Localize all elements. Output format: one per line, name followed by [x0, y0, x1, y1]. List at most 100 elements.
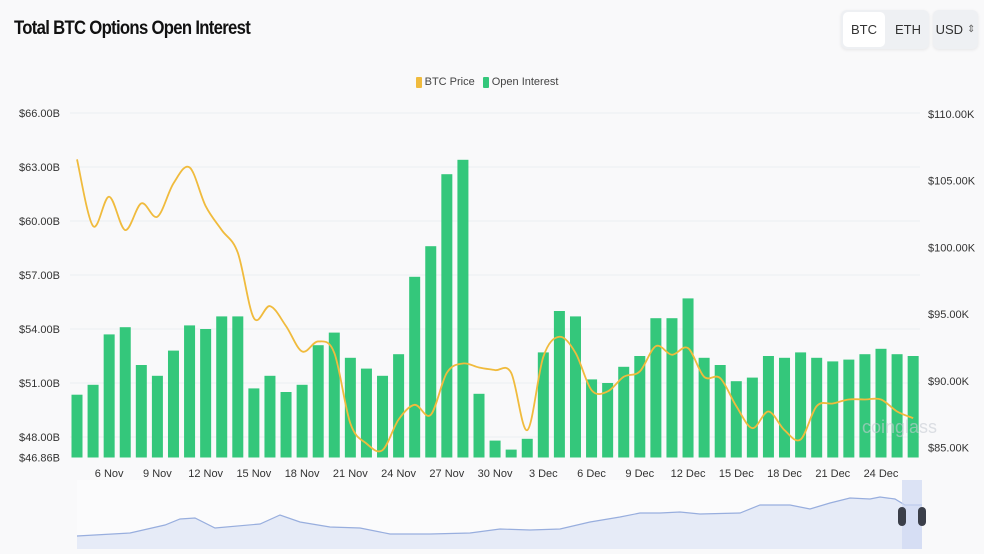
- oi-bar: [891, 354, 903, 458]
- oi-bar: [119, 327, 131, 458]
- oi-bar: [746, 377, 758, 458]
- oi-bar: [586, 379, 598, 458]
- oi-bar: [264, 375, 276, 458]
- currency-select[interactable]: USD ⇕: [933, 10, 978, 49]
- x-axis-tick: 9 Dec: [625, 468, 654, 480]
- navigator-line: [76, 496, 922, 537]
- page-title: Total BTC Options Open Interest: [14, 18, 251, 39]
- oi-bar: [521, 438, 533, 458]
- x-axis-tick: 12 Dec: [671, 468, 706, 480]
- oi-bar: [795, 352, 807, 458]
- oi-bar: [441, 174, 453, 458]
- left-axis-tick: $60.00B: [19, 216, 60, 228]
- oi-bar: [200, 329, 212, 458]
- oi-bar: [843, 359, 855, 458]
- right-axis-tick: $105.00K: [928, 176, 976, 188]
- x-axis-tick: 18 Dec: [767, 468, 802, 480]
- oi-bar: [505, 449, 517, 458]
- oi-bar: [151, 375, 163, 458]
- x-axis-tick: 27 Nov: [429, 468, 464, 480]
- oi-bar: [135, 365, 147, 458]
- oi-bar: [184, 325, 196, 458]
- oi-bar: [666, 318, 678, 458]
- x-axis-tick: 18 Nov: [285, 468, 320, 480]
- oi-bar: [216, 316, 228, 458]
- oi-bar: [698, 357, 710, 458]
- oi-bar: [312, 345, 324, 458]
- legend-item-oi[interactable]: Open Interest: [482, 76, 559, 88]
- left-axis-tick: $66.00B: [19, 108, 60, 120]
- coin-toggle: BTC ETH: [841, 10, 929, 49]
- oi-bar: [103, 334, 115, 458]
- left-axis-tick: $51.00B: [19, 378, 60, 390]
- eth-button[interactable]: ETH: [895, 22, 921, 37]
- oi-bar: [811, 357, 823, 458]
- oi-bar: [875, 348, 887, 458]
- price-line: [76, 159, 914, 453]
- x-axis-tick: 6 Dec: [577, 468, 606, 480]
- oi-bar: [730, 381, 742, 458]
- currency-value: USD: [935, 22, 964, 37]
- left-axis-tick: $48.00B: [19, 432, 60, 444]
- oi-bar: [87, 384, 99, 458]
- legend-label: Open Interest: [491, 76, 559, 88]
- oi-bar: [650, 318, 662, 458]
- oi-bar: [409, 276, 421, 458]
- right-axis-tick: $95.00K: [928, 309, 970, 321]
- oi-bar: [537, 352, 549, 458]
- oi-swatch: [482, 76, 489, 88]
- oi-bar: [779, 357, 791, 458]
- oi-bar: [473, 393, 485, 458]
- oi-bar: [634, 356, 646, 458]
- oi-bar: [907, 356, 919, 458]
- x-axis-tick: 15 Dec: [719, 468, 754, 480]
- right-axis-tick: $90.00K: [928, 376, 970, 388]
- oi-bar: [344, 357, 356, 458]
- oi-bar: [859, 354, 871, 458]
- oi-bar: [393, 354, 405, 458]
- left-axis-tick: $54.00B: [19, 324, 60, 336]
- oi-bar: [360, 368, 372, 458]
- oi-bar: [280, 392, 292, 458]
- x-axis-tick: 24 Nov: [381, 468, 416, 480]
- watermark-logo: coinglass: [862, 417, 937, 437]
- oi-bar: [489, 440, 501, 458]
- oi-bar: [167, 350, 179, 458]
- oi-bar: [827, 361, 839, 458]
- legend-label: BTC Price: [424, 76, 475, 88]
- left-axis-tick: $46.86B: [19, 453, 60, 465]
- oi-bar: [714, 365, 726, 458]
- oi-bar: [425, 246, 437, 458]
- x-axis-tick: 15 Nov: [236, 468, 271, 480]
- navigator-handle-left[interactable]: [898, 507, 906, 526]
- legend-item-price[interactable]: BTC Price: [415, 76, 475, 88]
- oi-bar: [71, 394, 83, 458]
- oi-bar: [762, 356, 774, 458]
- oi-bar: [457, 159, 469, 458]
- price-swatch: [415, 76, 422, 88]
- navigator-selection: [902, 480, 922, 549]
- oi-bar: [328, 332, 340, 458]
- oi-bar: [569, 316, 581, 458]
- x-axis-tick: 24 Dec: [864, 468, 899, 480]
- x-axis-tick: 30 Nov: [478, 468, 513, 480]
- x-axis-tick: 12 Nov: [188, 468, 223, 480]
- oi-bar: [248, 388, 260, 458]
- right-axis-tick: $110.00K: [928, 109, 975, 121]
- left-axis-tick: $63.00B: [19, 162, 60, 174]
- chart-legend: BTC Price Open Interest: [0, 76, 984, 88]
- x-axis-tick: 3 Dec: [529, 468, 558, 480]
- x-axis-tick: 21 Dec: [815, 468, 850, 480]
- chevron-updown-icon: ⇕: [967, 24, 976, 35]
- navigator-handle-right[interactable]: [918, 507, 926, 526]
- oi-bar: [602, 383, 614, 458]
- oi-bar: [553, 311, 565, 458]
- right-axis-tick: $100.00K: [928, 242, 976, 254]
- oi-bar: [377, 375, 389, 458]
- x-axis-tick: 21 Nov: [333, 468, 368, 480]
- navigator-area: [77, 497, 922, 549]
- oi-bar: [682, 298, 694, 458]
- btc-button[interactable]: BTC: [843, 12, 885, 47]
- oi-bar: [296, 384, 308, 458]
